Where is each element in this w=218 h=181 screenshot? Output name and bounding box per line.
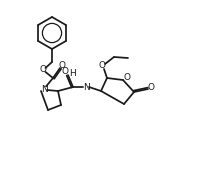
Text: O: O xyxy=(61,68,68,77)
Text: O: O xyxy=(99,60,106,70)
Text: O: O xyxy=(124,73,131,83)
Text: H: H xyxy=(69,70,75,79)
Text: O: O xyxy=(39,66,46,75)
Text: N: N xyxy=(83,83,89,92)
Text: N: N xyxy=(41,85,47,94)
Text: O: O xyxy=(148,83,155,92)
Text: O: O xyxy=(58,60,65,70)
